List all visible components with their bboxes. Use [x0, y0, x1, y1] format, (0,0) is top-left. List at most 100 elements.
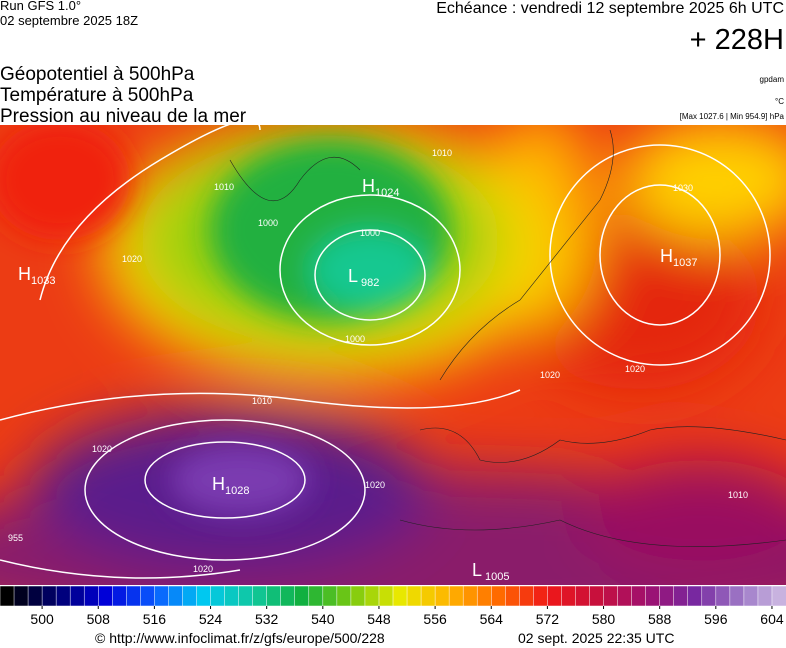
colorbar-swatch [196, 585, 212, 607]
isobar-label: 1020 [193, 564, 213, 574]
colorbar-swatch [168, 585, 184, 607]
colorbar-label: 508 [87, 611, 111, 627]
colorbar-swatch [210, 585, 226, 607]
colorbar-swatch [140, 585, 156, 607]
colorbar-swatch [547, 585, 563, 607]
colorbar-swatch [406, 585, 422, 607]
colorbar-swatch [645, 585, 661, 607]
colorbar-swatch [589, 585, 605, 607]
colorbar-label: 564 [480, 611, 504, 627]
field: Température à 500hPa [0, 85, 194, 106]
colorbar-swatch [448, 585, 464, 607]
isobar-label: 1010 [432, 148, 452, 158]
colorbar-label: 524 [199, 611, 223, 627]
run: Run GFS 1.0° [0, 0, 81, 13]
valid-time: Echéance : vendredi 12 septembre 2025 6h… [436, 0, 784, 17]
colorbar-swatch [83, 585, 100, 607]
colorbar-swatch [743, 585, 759, 607]
colorbar-swatch [659, 585, 675, 607]
colorbar-swatch [182, 585, 198, 607]
colorbar-label: 572 [536, 611, 560, 627]
colorbar-swatch [154, 585, 170, 607]
colorbar-swatch [701, 585, 717, 607]
colorbar-swatch [27, 585, 43, 607]
colorbar-label: 532 [255, 611, 279, 627]
colorbar-swatch [266, 585, 282, 607]
colorbar-swatch [55, 585, 71, 607]
unit: gpdam [760, 75, 785, 84]
center-type: L [348, 266, 358, 286]
date: 02 sept. 2025 22:35 UTC [518, 630, 674, 646]
colorbar-label: 500 [30, 611, 54, 627]
isobar-label: 1010 [214, 182, 234, 192]
isobar-label: 1020 [122, 254, 142, 264]
colorbar-swatch [13, 585, 29, 607]
colorbar-swatch [294, 585, 310, 607]
colorbar-swatch [126, 585, 142, 607]
colorbar-swatch [322, 585, 338, 607]
colorbar-swatch [378, 585, 394, 607]
isobar-label: 1000 [360, 228, 380, 238]
colorbar-swatch [505, 585, 521, 607]
colorbar-swatch [364, 585, 380, 607]
colorbar-swatch [561, 585, 577, 607]
center-value: 982 [361, 277, 379, 289]
colorbar-swatch [98, 585, 114, 607]
coastlines [229, 129, 786, 547]
colorbar-swatch [238, 585, 254, 607]
colorbar-swatch [434, 585, 450, 607]
colorbar-swatch [729, 585, 745, 607]
isobar-label: 955 [8, 533, 23, 543]
source: © http://www.infoclimat.fr/z/gfs/europe/… [95, 630, 385, 646]
colorbar-swatch [308, 585, 324, 607]
center-type: H [18, 264, 31, 284]
colorbar-swatch [631, 585, 647, 607]
isobar-label: 1020 [625, 364, 645, 374]
run-date: 02 septembre 2025 18Z [0, 13, 138, 28]
colorbar-label: 548 [367, 611, 391, 627]
colorbar-swatch [476, 585, 493, 607]
colorbar-swatch [757, 585, 773, 607]
colorbar-swatch [462, 585, 478, 607]
isobar-label: 1030 [673, 183, 693, 193]
colorbar-swatch [519, 585, 535, 607]
colorbar-swatch [673, 585, 689, 607]
colorbar-swatch [771, 585, 786, 607]
isobar-label: 1000 [258, 218, 278, 228]
field: Pression au niveau de la mer [0, 106, 247, 127]
center-value: 1005 [485, 571, 509, 583]
colorbar-swatch [0, 585, 15, 607]
center-type: H [660, 246, 673, 266]
isobar-label: 1000 [345, 334, 365, 344]
unit: °C [775, 97, 784, 106]
colorbar-swatch [336, 585, 352, 607]
center-type: H [362, 176, 375, 196]
colorbar-label: 604 [760, 611, 784, 627]
colorbar-swatch [687, 585, 703, 607]
colorbar-label: 556 [423, 611, 447, 627]
colorbar-swatch [715, 585, 731, 607]
field: Géopotentiel à 500hPa [0, 64, 195, 85]
colorbar-swatch [575, 585, 591, 607]
center-type: H [212, 474, 225, 494]
colorbar-swatch [603, 585, 619, 607]
center-type: L [472, 560, 482, 580]
isobar-label: 1020 [540, 370, 560, 380]
colorbar-label: 540 [311, 611, 335, 627]
isobar-label: 1020 [365, 480, 385, 490]
colorbar-swatch [392, 585, 408, 607]
colorbar-swatch [280, 585, 296, 607]
isobar-label: 1010 [728, 490, 748, 500]
colorbar-swatch [41, 585, 57, 607]
colorbar-label: 596 [704, 611, 728, 627]
center-value: 1024 [375, 187, 399, 199]
colorbar-swatch [350, 585, 366, 607]
pressure-range: [Max 1027.6 | Min 954.9] hPa [680, 112, 785, 121]
map [0, 125, 786, 585]
colorbar-swatch [420, 585, 436, 607]
colorbar-label: 588 [648, 611, 672, 627]
lead-time: + 228H [690, 24, 784, 56]
isobar-label: 1020 [92, 444, 112, 454]
